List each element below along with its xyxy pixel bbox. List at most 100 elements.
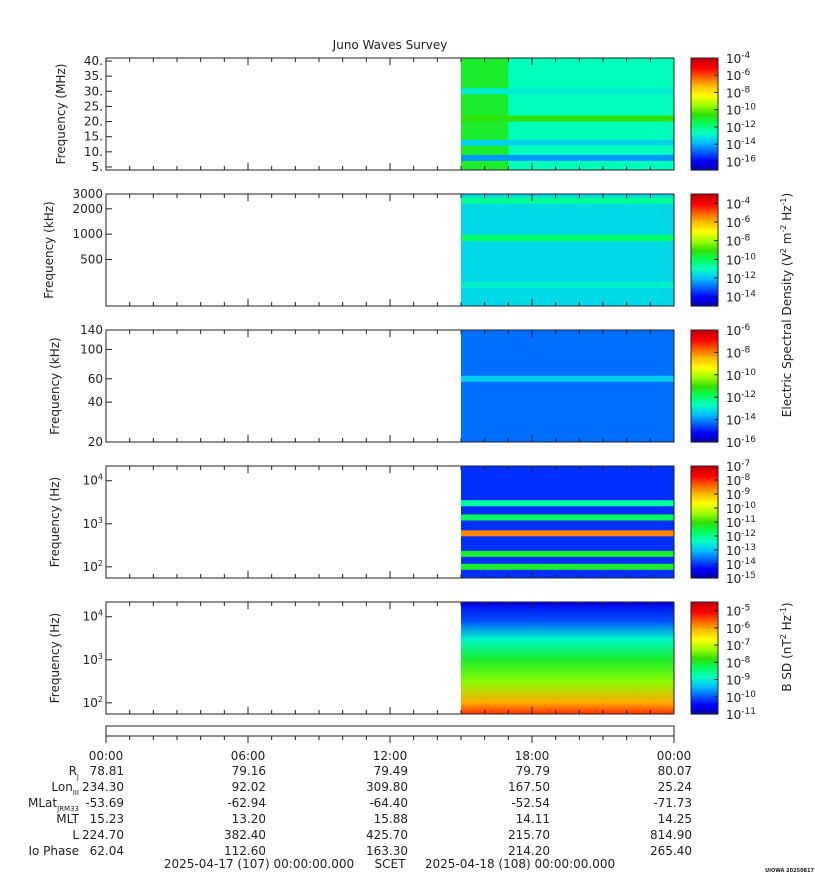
y-tick-label: 40.	[84, 54, 103, 68]
colorbar-step	[691, 163, 718, 165]
ephem-value: 78.81	[90, 764, 124, 778]
colorbar-step	[691, 67, 718, 70]
colorbar-step	[691, 602, 718, 604]
colorbar-step	[691, 143, 718, 146]
colorbar-step	[691, 108, 718, 111]
colorbar-step	[691, 616, 718, 618]
ephem-value: 382.40	[224, 828, 266, 842]
ephem-value: -71.73	[653, 796, 692, 810]
colorbar-step	[691, 365, 718, 367]
colorbar-step	[691, 552, 718, 555]
colorbar-step	[691, 201, 718, 203]
colorbar-step	[691, 297, 718, 300]
colorbar-step	[691, 83, 718, 86]
colorbar-step	[691, 523, 718, 526]
colorbar-step	[691, 229, 718, 231]
colorbar-step	[691, 205, 718, 208]
colorbar-step	[691, 515, 718, 517]
colorbar-step	[691, 217, 718, 220]
colorbar-step	[691, 416, 718, 419]
ephem-label: LonIII	[51, 780, 79, 797]
colorbar-tick-label: 10-14	[726, 290, 756, 305]
colorbar-step	[691, 348, 718, 351]
colorbar-step	[691, 227, 718, 230]
colorbar-step	[691, 388, 718, 391]
colorbar-step	[691, 58, 718, 60]
colorbar-step	[691, 628, 718, 631]
colorbar-step	[691, 524, 718, 527]
colorbar-step	[691, 240, 718, 243]
time-label: 06:00	[231, 749, 266, 763]
colorbar-step	[691, 656, 718, 659]
colorbar-step	[691, 104, 718, 107]
colorbar-step	[691, 98, 718, 101]
colorbar-step	[691, 158, 718, 161]
colorbar-step	[691, 634, 718, 637]
colorbar-step	[691, 679, 718, 681]
colorbar-step	[691, 140, 718, 143]
ephem-value: 79.79	[516, 764, 550, 778]
colorbar-step	[691, 674, 718, 677]
colorbar-step	[691, 128, 718, 130]
colorbar-step	[691, 213, 718, 216]
colorbar-step	[691, 133, 718, 136]
colorbar-step	[691, 491, 718, 494]
colorbar-step	[691, 194, 718, 196]
colorbar-step	[691, 100, 718, 102]
colorbar-step	[691, 467, 718, 470]
spectral-band-1	[461, 234, 674, 241]
colorbar-step	[691, 234, 718, 237]
colorbar-step	[691, 433, 718, 436]
colorbar-step	[691, 624, 718, 627]
colorbar-step	[691, 415, 718, 418]
y-tick-label: 1000	[72, 227, 103, 241]
colorbar-step	[691, 613, 718, 616]
colorbar-step	[691, 91, 718, 94]
colorbar-step	[691, 210, 718, 213]
colorbar-step	[691, 355, 718, 358]
colorbar-step	[691, 530, 718, 533]
spectrogram-data-p3	[461, 330, 674, 442]
colorbar-step	[691, 496, 718, 499]
ephem-value: 265.40	[650, 844, 692, 858]
colorbar-step	[691, 299, 718, 301]
colorbar-step	[691, 119, 718, 122]
ephem-value: -64.40	[369, 796, 408, 810]
colorbar-step	[691, 687, 718, 690]
spectral-segment-1	[508, 58, 674, 170]
spectral-band-0	[461, 115, 674, 122]
spectral-segment-0	[461, 58, 509, 170]
ephem-label: MLatJRM33	[28, 796, 79, 813]
colorbar-step	[691, 129, 718, 132]
ephem-value: 15.88	[374, 812, 408, 826]
colorbar-step	[691, 116, 718, 119]
colorbar-step	[691, 273, 718, 276]
colorbar-step	[691, 655, 718, 658]
panel-p3: 20 40 60 100 140 Frequency (kHz) 10-6 10-8 10-10…	[48, 323, 756, 450]
colorbar-step	[691, 387, 718, 390]
y-tick-label: 2000	[72, 202, 103, 216]
colorbar-tick-label: 10-10	[726, 103, 756, 118]
colorbar-step	[691, 60, 718, 63]
colorbar-step	[691, 142, 718, 144]
colorbar-step	[691, 341, 718, 344]
colorbar-step	[691, 381, 718, 384]
colorbar-step	[691, 69, 718, 72]
colorbar-step	[691, 373, 718, 376]
ephem-value: 92.02	[232, 780, 266, 794]
ephem-value: 425.70	[366, 828, 408, 842]
colorbar-step	[691, 617, 718, 620]
y-tick-label: 40	[88, 395, 103, 409]
colorbar-step	[691, 474, 718, 477]
ephem-value: 14.25	[658, 812, 692, 826]
colorbar-step	[691, 557, 718, 559]
colorbar-tick-label: 10-4	[726, 196, 751, 211]
colorbar-step	[691, 529, 718, 531]
colorbar-step	[691, 121, 718, 123]
colorbar-step	[691, 287, 718, 290]
colorbar-step	[691, 244, 718, 247]
colorbar-step	[691, 571, 718, 573]
colorbar-step	[691, 376, 718, 379]
colorbar-step	[691, 384, 718, 387]
